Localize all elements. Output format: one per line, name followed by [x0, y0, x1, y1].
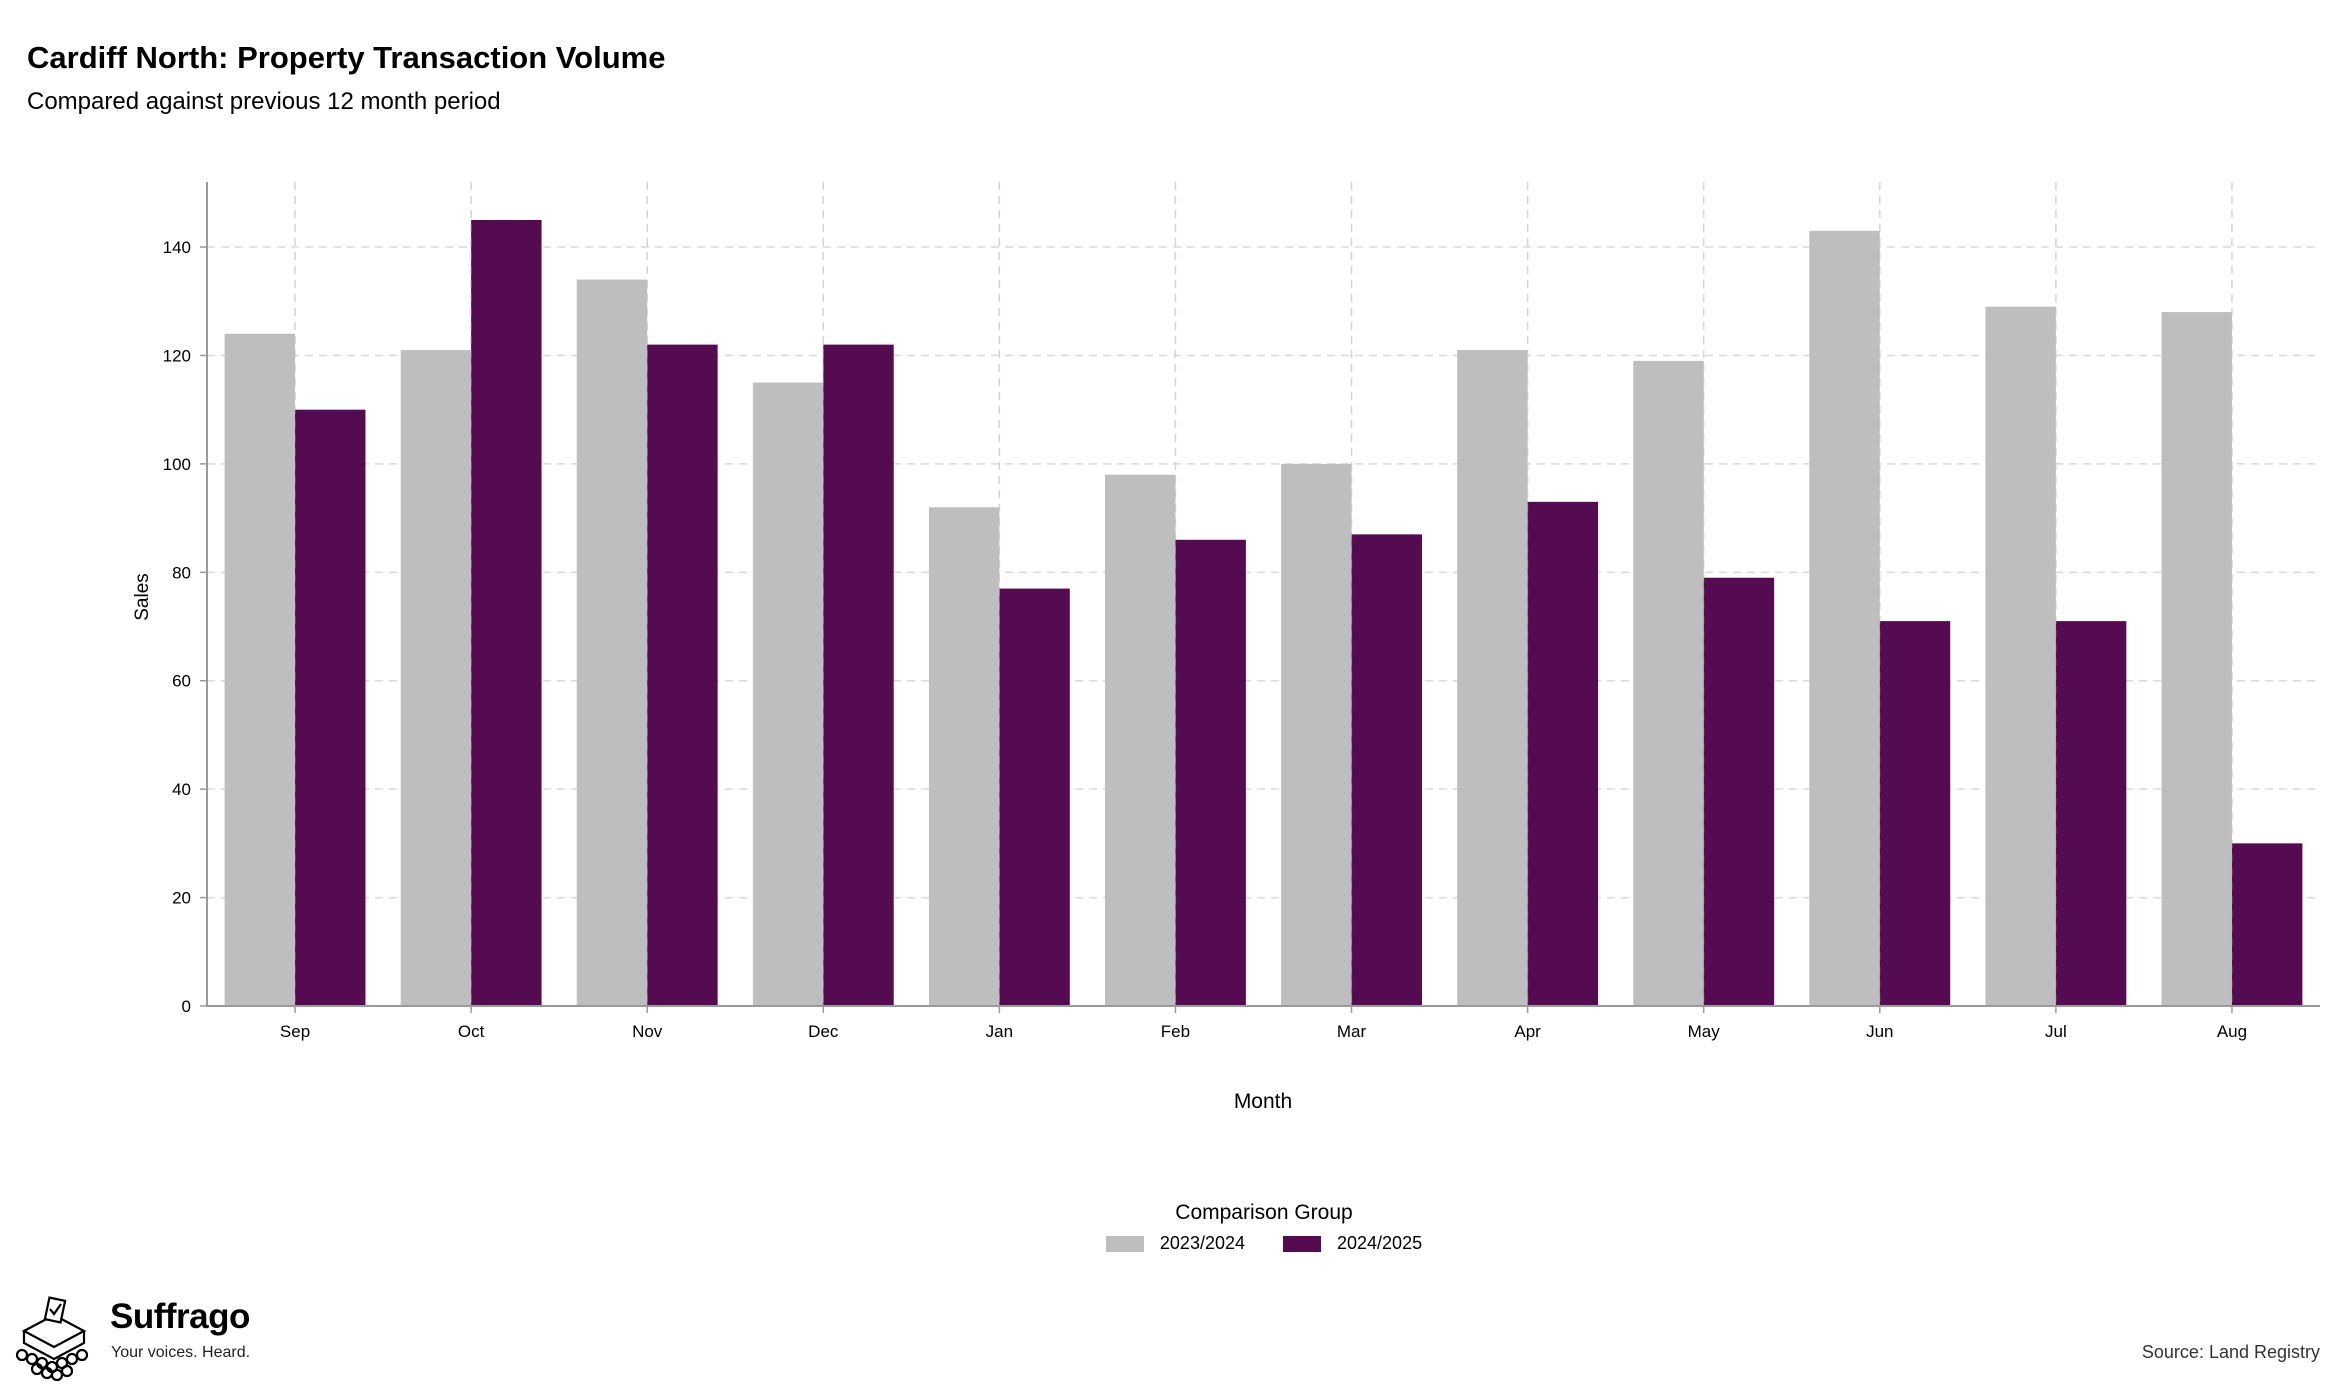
x-tick-label: Feb	[1161, 1022, 1190, 1041]
brand-name: Suffrago	[110, 1297, 250, 1336]
y-tick-label: 80	[172, 563, 191, 582]
brand-tagline: Your voices. Heard.	[111, 1344, 251, 1361]
bar-2023-2024-jul	[1985, 306, 2056, 1006]
x-tick-label: Aug	[2217, 1022, 2247, 1041]
bar-2023-2024-may	[1633, 360, 1704, 1006]
legend-label-2023-2024: 2023/2024	[1159, 1233, 1245, 1253]
x-tick-label: Jul	[2045, 1022, 2067, 1041]
x-tick-label: Oct	[458, 1022, 485, 1041]
bar-2023-2024-mar	[1281, 463, 1352, 1006]
y-tick-label: 140	[163, 238, 191, 257]
bars	[224, 182, 2303, 1007]
legend: 2023/2024 2024/2025	[1000, 1233, 1528, 1254]
bar-2024-2025-dec	[823, 344, 894, 1006]
chart-subtitle: Compared against previous 12 month perio…	[27, 88, 501, 115]
y-tick-label: 40	[172, 780, 191, 799]
legend-item-2023-2024: 2023/2024	[1105, 1233, 1245, 1254]
y-tick-label: 0	[182, 997, 191, 1016]
y-tick-label: 60	[172, 672, 191, 691]
bar-2024-2025-mar	[1351, 534, 1422, 1006]
legend-swatch-2024-2025	[1283, 1235, 1321, 1252]
chart-title: Cardiff North: Property Transaction Volu…	[27, 40, 666, 75]
x-tick-label: May	[1688, 1022, 1721, 1041]
x-tick-label: Dec	[808, 1022, 839, 1041]
legend-title: Comparison Group	[1175, 1201, 1353, 1224]
bar-2024-2025-jul	[2055, 621, 2127, 1006]
axes	[200, 182, 2320, 1013]
legend-label-2024-2025: 2024/2025	[1337, 1233, 1423, 1253]
bar-2024-2025-sep	[295, 409, 366, 1006]
source-note: Source: Land Registry	[2141, 1342, 2320, 1362]
x-tick-label: Apr	[1514, 1022, 1541, 1041]
ballot-box-icon	[15, 1296, 89, 1382]
bar-2023-2024-feb	[1105, 474, 1176, 1007]
bar-2024-2025-feb	[1175, 539, 1246, 1006]
legend-item-2024-2025: 2024/2025	[1283, 1233, 1422, 1254]
bar-2024-2025-aug	[2231, 843, 2303, 1006]
bar-2023-2024-jun	[1809, 230, 1880, 1006]
y-axis-label: Sales	[132, 573, 153, 621]
bar-2024-2025-apr	[1527, 501, 1599, 1006]
bar-2023-2024-nov	[576, 279, 648, 1006]
x-tick-label: Jun	[1866, 1022, 1893, 1041]
bar-2024-2025-may	[1703, 577, 1775, 1006]
bar-2023-2024-sep	[224, 333, 296, 1007]
y-tick-label: 120	[163, 346, 191, 365]
bar-2023-2024-apr	[1457, 350, 1528, 1007]
y-tick-labels: 0 20 40 60 80 100 120 140	[163, 238, 191, 1016]
x-tick-label: Sep	[280, 1022, 310, 1041]
x-tick-label: Jan	[986, 1022, 1013, 1041]
bar-2024-2025-jan	[999, 588, 1070, 1006]
y-tick-label: 20	[172, 889, 191, 908]
bar-2023-2024-oct	[400, 350, 472, 1007]
bar-2023-2024-dec	[752, 382, 824, 1006]
bar-2024-2025-jun	[1879, 621, 1951, 1006]
y-tick-label: 100	[163, 455, 191, 474]
bar-2024-2025-oct	[471, 219, 542, 1006]
legend-swatch-2023-2024	[1105, 1235, 1144, 1252]
bar-2023-2024-jan	[928, 507, 1000, 1006]
bar-2024-2025-nov	[647, 344, 718, 1006]
bar-2023-2024-aug	[2161, 312, 2232, 1007]
x-tick-labels: Sep Oct Nov Dec Jan Feb Mar Apr May Jun Jul Aug	[280, 1022, 2247, 1041]
x-axis-label: Month	[1234, 1090, 1292, 1113]
x-tick-label: Nov	[632, 1022, 663, 1041]
x-tick-label: Mar	[1337, 1022, 1367, 1041]
